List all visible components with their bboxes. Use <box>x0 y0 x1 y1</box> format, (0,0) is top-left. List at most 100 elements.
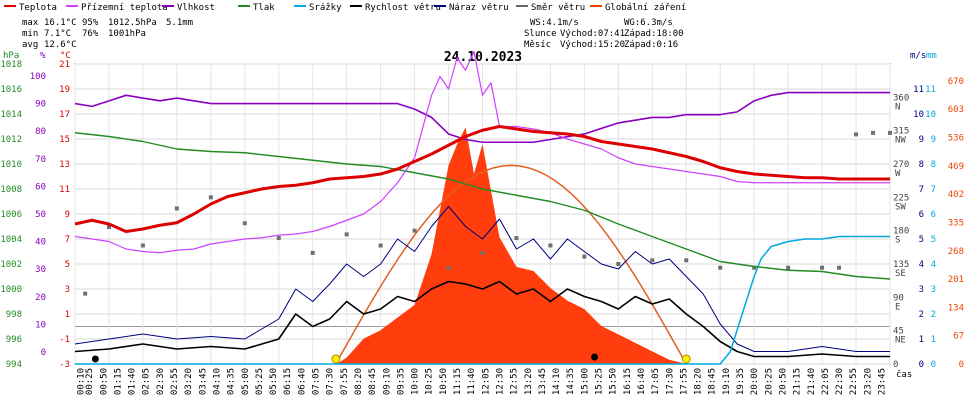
tick-wm2: 335 <box>948 218 964 228</box>
moon-marker <box>591 353 599 361</box>
wind-dir-point <box>786 265 791 270</box>
tick-x: 17:05 <box>651 368 661 395</box>
tick-x: 15:00 <box>580 368 590 395</box>
tick-x: 20:00 <box>750 368 760 395</box>
series-line-naraz-vetru <box>74 206 890 352</box>
legend-label: Tlak <box>253 3 275 13</box>
tick-ms: 2 <box>919 310 924 320</box>
tick-wm2: 536 <box>948 134 964 144</box>
tick-degc: -1 <box>59 335 70 345</box>
tick-x: 12:30 <box>495 368 505 395</box>
legend-label: Srážky <box>309 3 342 13</box>
wind-dir-point <box>412 228 417 233</box>
tick-hpa: 1004 <box>0 235 22 245</box>
stat-min-hum: 76% <box>82 29 99 39</box>
tick-mm: 5 <box>931 235 936 245</box>
tick-x: 13:45 <box>538 368 548 395</box>
tick-x: 07:55 <box>340 368 350 395</box>
tick-wm2: 469 <box>948 162 964 172</box>
tick-x: 10:50 <box>439 368 449 395</box>
tick-mm: 6 <box>931 210 936 220</box>
tick-wm2: 134 <box>948 303 964 313</box>
series-line-srazky <box>75 235 890 365</box>
tick-dir: 315 <box>893 127 909 137</box>
tick-ms: 11 <box>913 85 924 95</box>
tick-x: 09:35 <box>396 368 406 395</box>
tick-degc: 1 <box>65 310 70 320</box>
legend-label: Směr větru <box>531 3 585 13</box>
tick-x: 22:30 <box>835 368 845 395</box>
tick-pct: 10 <box>35 320 46 330</box>
series-line-vlhkost <box>74 91 890 144</box>
legend: Teplota Přízemní teplota Vlhkost Tlak Srážky… <box>4 3 686 13</box>
tick-pct: 90 <box>35 100 46 110</box>
tick-dir: 45 <box>893 327 904 337</box>
tick-x: 01:15 <box>113 368 123 395</box>
tick-pct: 0 <box>41 348 46 358</box>
tick-ms: 4 <box>919 260 924 270</box>
tick-x: 16:40 <box>637 368 647 395</box>
tick-degc: 9 <box>65 210 70 220</box>
tick-dir-label: N <box>895 102 900 112</box>
tick-x: 12:05 <box>481 368 491 395</box>
tick-degc: 11 <box>59 185 70 195</box>
wind-dir-point <box>140 243 145 248</box>
tick-pct: 60 <box>35 182 46 192</box>
tick-ms: 0 <box>919 360 924 370</box>
tick-hpa: 994 <box>6 360 22 370</box>
series-line-teplota <box>74 125 890 233</box>
tick-mm: 11 <box>925 85 936 95</box>
axis-label-x: čas <box>896 369 912 380</box>
tick-mm: 1 <box>931 335 936 345</box>
stat-max-rain: 5.1mm <box>166 18 193 28</box>
info-sun-label: Slunce <box>524 29 557 39</box>
tick-mm: 0 <box>931 360 936 370</box>
info-wg: WG:6.3m/s <box>624 18 673 28</box>
tick-x: 23:45 <box>878 368 888 395</box>
wind-dir-point <box>83 291 88 296</box>
tick-x: 14:10 <box>552 368 562 395</box>
info-moon-set: Západ:0:16 <box>624 40 678 50</box>
tick-ms: 7 <box>919 185 924 195</box>
stat-max-temp: 16.1°C <box>44 18 77 28</box>
tick-x: 00:25 <box>85 368 95 395</box>
tick-x: 22:05 <box>821 368 831 395</box>
tick-x: 15:50 <box>609 368 619 395</box>
stat-avg-temp: 12.6°C <box>44 40 77 50</box>
tick-dir-label: W <box>895 169 901 179</box>
tick-pct: 50 <box>35 210 46 220</box>
stats-block: max 16.1°C 95% 1012.5hPa 5.1mm min 7.1°C… <box>22 18 193 50</box>
tick-x: 13:20 <box>524 368 534 395</box>
tick-x: 02:05 <box>142 368 152 395</box>
series-line-prizemni-teplota <box>74 50 890 254</box>
info-block: WS:4.1m/s WG:6.3m/s Slunce Východ:07:41 … <box>524 18 684 50</box>
tick-dir: 360 <box>893 93 909 103</box>
wind-dir-point <box>650 258 655 263</box>
legend-label: Přízemní teplota <box>81 3 168 13</box>
tick-degc: 5 <box>65 260 70 270</box>
tick-x: 08:20 <box>354 368 364 395</box>
tick-x: 14:35 <box>566 368 576 395</box>
stat-min-press: 1001hPa <box>108 29 146 39</box>
stat-min-temp: 7.1°C <box>44 29 71 39</box>
tick-pct: 40 <box>35 238 46 248</box>
tick-x: 04:35 <box>227 368 237 395</box>
tick-mm: 8 <box>931 160 936 170</box>
tick-x: 10:25 <box>425 368 435 395</box>
stat-max-label: max <box>22 18 39 28</box>
tick-mm: 4 <box>931 260 936 270</box>
tick-hpa: 1012 <box>0 135 22 145</box>
tick-hpa: 1000 <box>0 285 22 295</box>
tick-x: 22:55 <box>849 368 859 395</box>
tick-wm2: 201 <box>948 275 964 285</box>
tick-x: 10:00 <box>411 368 421 395</box>
tick-hpa: 1002 <box>0 260 22 270</box>
series-area-globalni-zareni <box>336 127 687 364</box>
tick-ms: 5 <box>919 235 924 245</box>
wind-dir-point <box>310 250 315 255</box>
wind-dir-point <box>106 224 111 229</box>
tick-hpa: 1010 <box>0 160 22 170</box>
tick-pct: 80 <box>35 127 46 137</box>
tick-degc: -3 <box>59 360 70 370</box>
tick-degc: 19 <box>59 85 70 95</box>
